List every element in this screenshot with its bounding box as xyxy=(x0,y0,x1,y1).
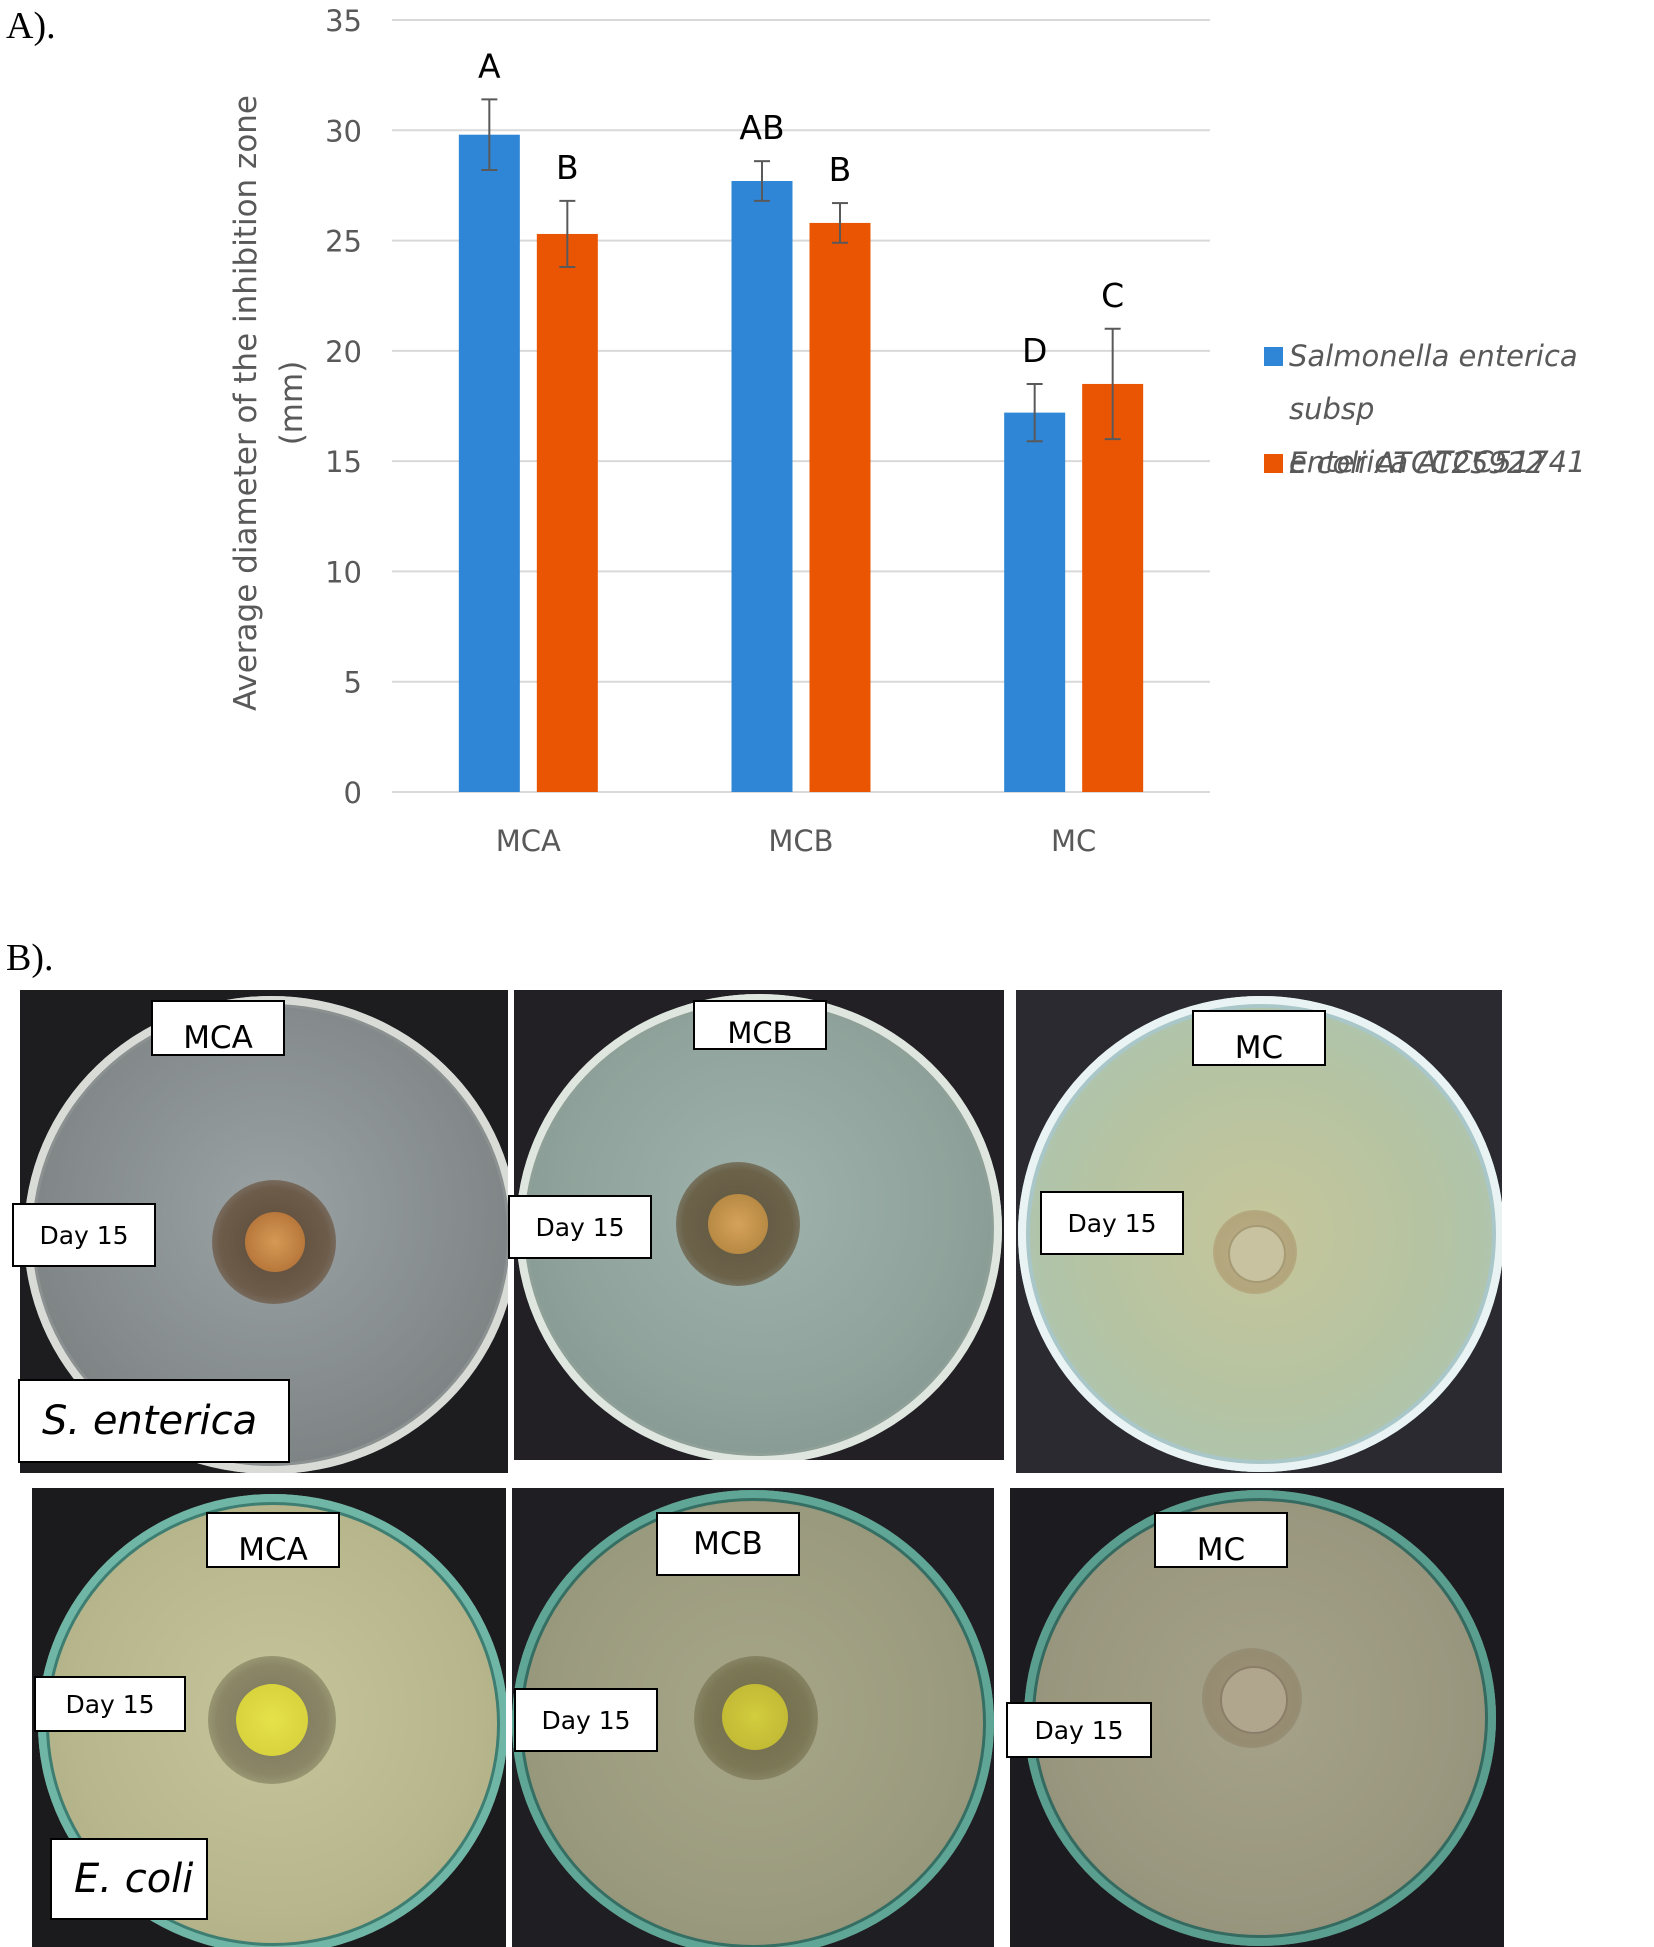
organism-label-senterica: S. enterica xyxy=(18,1379,290,1463)
legend-swatch-salmonella xyxy=(1264,347,1283,366)
significance-letter-ecoli-mcb: B xyxy=(829,150,852,189)
significance-letter-salmonella-mca: A xyxy=(478,46,501,85)
y-tick-label-10: 10 xyxy=(325,555,362,589)
significance-letter-salmonella-mcb: AB xyxy=(739,108,784,147)
y-axis-title-line1: Average diameter of the inhibition zone xyxy=(228,95,264,711)
significance-letter-ecoli-mc: C xyxy=(1101,276,1124,315)
day-label-senterica-mca: Day 15 xyxy=(12,1203,156,1267)
y-tick-label-35: 35 xyxy=(325,4,362,38)
bar-ecoli-mcb xyxy=(810,223,871,792)
organism-label-ecoli: E. coli xyxy=(50,1838,208,1920)
bar-ecoli-mca xyxy=(537,234,598,792)
plate-label-senterica-mc: MC xyxy=(1192,1010,1326,1066)
y-tick-label-5: 5 xyxy=(344,666,362,700)
plate-label-ecoli-mcb: MCB xyxy=(656,1512,800,1576)
y-tick-label-25: 25 xyxy=(325,225,362,259)
day-label-senterica-mcb: Day 15 xyxy=(508,1195,652,1259)
legend-swatch-ecoli xyxy=(1264,454,1283,473)
x-tick-label-mc: MC xyxy=(1051,824,1096,858)
bar-salmonella-mcb xyxy=(732,181,793,792)
significance-letter-ecoli-mca: B xyxy=(556,148,579,187)
day-label-ecoli-mcb: Day 15 xyxy=(514,1688,658,1752)
plate-label-senterica-mca: MCA xyxy=(151,1000,285,1056)
bars xyxy=(459,135,1143,792)
day-label-ecoli-mca: Day 15 xyxy=(34,1676,186,1732)
bar-salmonella-mca xyxy=(459,135,520,792)
y-tick-label-20: 20 xyxy=(325,335,362,369)
legend-item-ecoli: E coli ATCC25922 xyxy=(1264,437,1544,490)
legend-label-salmonella-line1: Salmonella enterica subsp xyxy=(1289,339,1578,426)
bar-ecoli-mc xyxy=(1082,384,1143,792)
y-tick-label-15: 15 xyxy=(325,445,362,479)
plate-label-ecoli-mca: MCA xyxy=(206,1512,340,1568)
y-tick-label-0: 0 xyxy=(344,776,362,810)
panel-b-label: B). xyxy=(6,936,54,980)
x-tick-label-mcb: MCB xyxy=(768,824,833,858)
day-label-senterica-mc: Day 15 xyxy=(1040,1191,1184,1255)
legend-label-ecoli: E coli ATCC25922 xyxy=(1289,437,1544,490)
x-tick-label-mca: MCA xyxy=(496,824,561,858)
plate-label-ecoli-mc: MC xyxy=(1154,1512,1288,1568)
day-label-ecoli-mc: Day 15 xyxy=(1006,1702,1152,1758)
tick-labels: 0 5 10 15 20 25 30 35 MCA MCB MC xyxy=(325,4,1096,858)
significance-letter-salmonella-mc: D xyxy=(1022,331,1047,370)
bar-salmonella-mc xyxy=(1004,413,1065,792)
y-tick-label-30: 30 xyxy=(325,114,362,148)
y-axis-title-line2: (mm) xyxy=(274,361,310,446)
plate-label-senterica-mcb: MCB xyxy=(693,1000,827,1050)
